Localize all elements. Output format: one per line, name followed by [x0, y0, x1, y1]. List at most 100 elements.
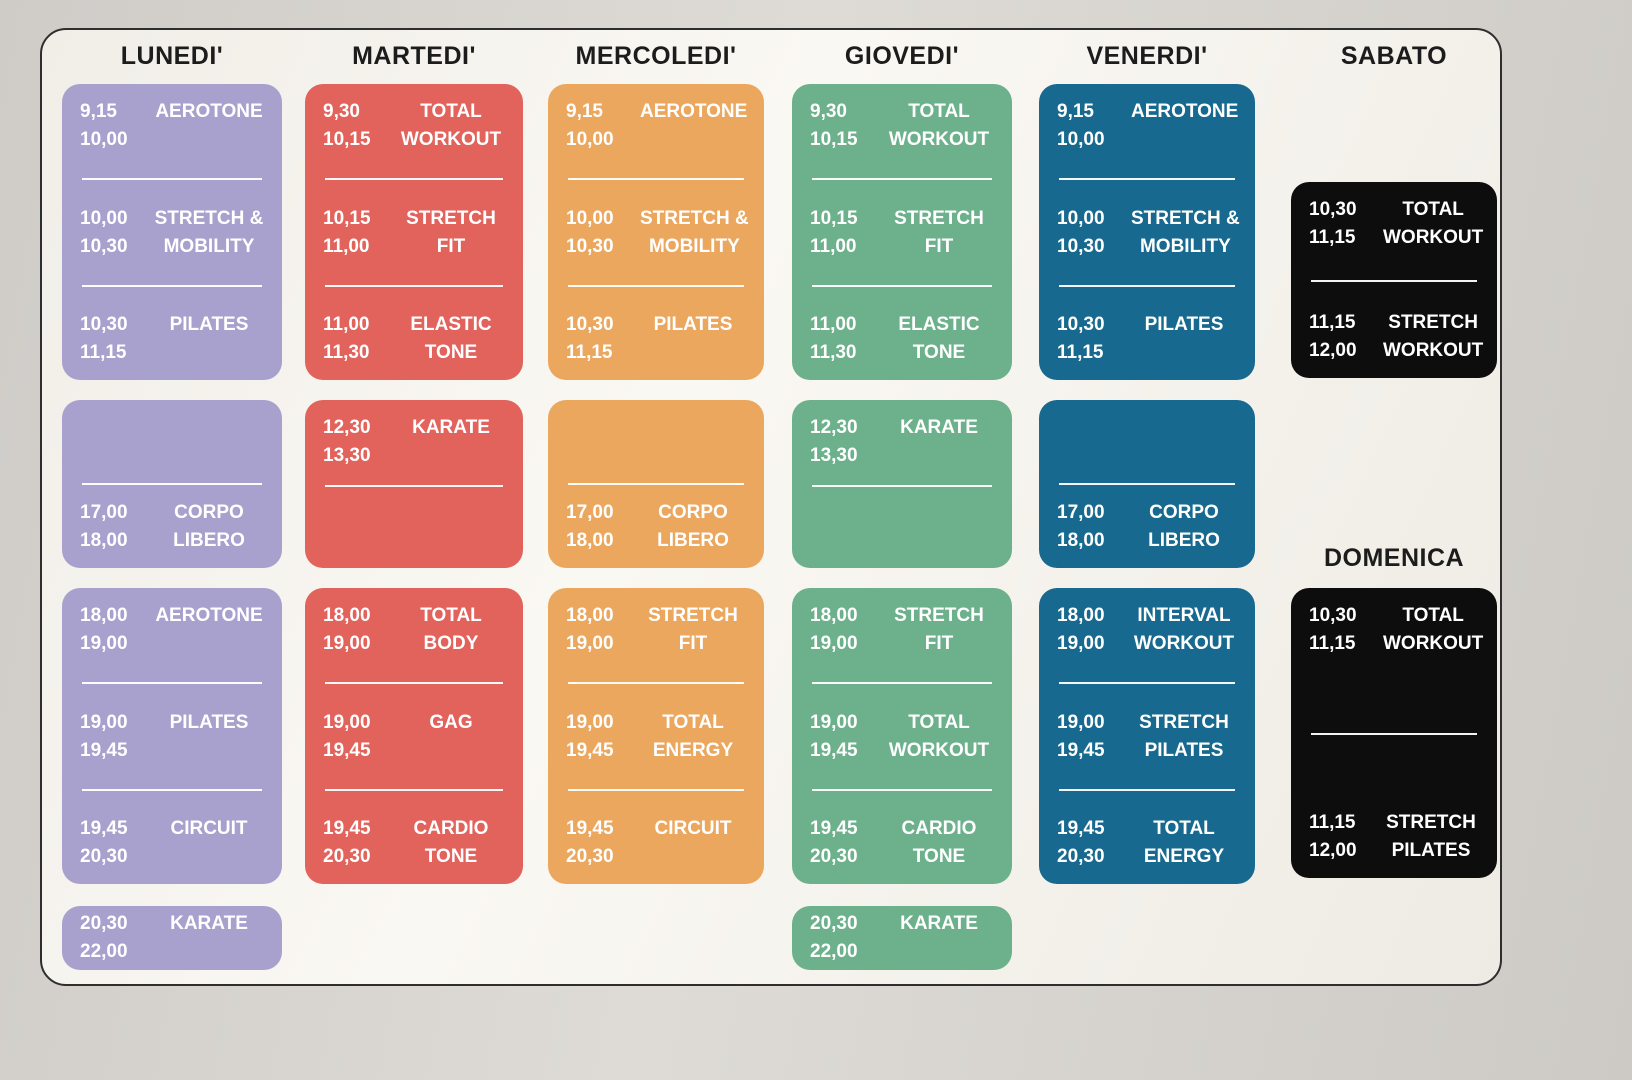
entry-activity-line1: AEROTONE: [155, 101, 263, 122]
entry-activity-line1: PILATES: [169, 711, 249, 733]
entry-divider: [1059, 482, 1235, 485]
entry-end-time: 11,15: [1057, 342, 1104, 363]
entry-activity-line1: PILATES: [653, 314, 733, 335]
schedule-card: 17,00 CORPO 18,00 LIBERO: [548, 400, 764, 568]
entry-activity-line1: ELASTIC: [898, 314, 980, 335]
entry-activity-line2: TONE: [424, 846, 478, 867]
entry-end-time: 20,30: [566, 846, 614, 867]
class-entry: 19,00 TOTAL 19,45 ENERGY: [556, 710, 756, 764]
entry-activity-line2: PILATES: [1144, 739, 1224, 761]
class-entry: 19,45 TOTAL 20,30 ENERGY: [1047, 816, 1247, 870]
entry-activity-line2: TONE: [912, 846, 966, 867]
entry-end-time: 19,45: [80, 739, 128, 761]
entry-end-time: 10,00: [80, 129, 128, 150]
class-entry: 10,30 PILATES 11,15: [1047, 312, 1247, 366]
entry-divider: [1059, 284, 1235, 287]
entry-start-time: 9,30: [810, 101, 847, 122]
entry-activity-line1: TOTAL: [1153, 818, 1215, 839]
entry-activity-line1: STRETCH: [1139, 711, 1229, 733]
entry-activity-line1: TOTAL: [420, 101, 482, 122]
entry-end-time: 11,15: [1309, 633, 1356, 654]
entry-activity-line2: LIBERO: [173, 530, 245, 551]
entry-activity-line1: KARATE: [170, 913, 248, 934]
class-entry: 19,45 CIRCUIT 20,30: [556, 816, 756, 870]
entry-activity-line2: WORKOUT: [1383, 227, 1484, 248]
entry-activity-line1: CORPO: [658, 502, 728, 523]
class-entry: 19,45 CARDIO 20,30 TONE: [800, 816, 1004, 870]
entry-activity-line2: [154, 738, 264, 764]
day-header: MARTEDI': [352, 42, 476, 70]
entry-activity-line2: BODY: [423, 633, 479, 654]
day-header: LUNEDI': [120, 42, 224, 70]
entry-end-time: 20,30: [323, 846, 371, 867]
entry-start-time: 11,15: [1309, 312, 1356, 333]
entry-end-time: 19,00: [810, 633, 858, 654]
entry-start-time: 19,00: [323, 711, 371, 733]
entry-end-time: 10,15: [323, 129, 371, 150]
entry-activity-line2: ENERGY: [652, 739, 734, 761]
entry-end-time: 18,00: [80, 530, 128, 551]
entry-activity-line1: AEROTONE: [640, 101, 748, 122]
entry-activity-line2: MOBILITY: [163, 235, 255, 257]
entry-end-time: 19,00: [1057, 633, 1105, 654]
entry-start-time: 9,15: [1057, 101, 1094, 122]
entry-start-time: 11,00: [323, 314, 370, 335]
entry-divider: [812, 484, 992, 487]
class-entry: 11,15 STRETCH 12,00 WORKOUT: [1299, 310, 1489, 364]
entry-divider: [325, 178, 503, 181]
day-header: DOMENICA: [1323, 544, 1465, 572]
entry-start-time: 18,00: [566, 605, 614, 626]
entry-divider: [325, 284, 503, 287]
entry-end-time: 12,00: [1309, 840, 1357, 861]
day-header: MERCOLEDI': [575, 42, 737, 70]
entry-activity-line2: LIBERO: [657, 530, 729, 551]
class-entry: 11,15 STRETCH 12,00 PILATES: [1299, 810, 1489, 864]
empty-slot: [800, 502, 1004, 554]
empty-slot: [313, 502, 515, 554]
schedule-card: 9,15 AEROTONE 10,00 10,00 STRETCH & 10,30 MOBI…: [548, 84, 764, 380]
entry-activity-line2: FIT: [924, 235, 954, 257]
entry-activity-line2: WORKOUT: [888, 739, 990, 761]
entry-start-time: 12,30: [810, 417, 858, 438]
entry-start-time: 10,30: [1057, 314, 1105, 335]
entry-activity-line1: CIRCUIT: [170, 818, 248, 839]
class-entry: 10,15 STRETCH 11,00 FIT: [313, 206, 515, 260]
day-header: VENERDI': [1086, 42, 1208, 70]
class-entry: 18,00 AEROTONE 19,00: [70, 603, 274, 657]
entry-end-time: 19,00: [323, 633, 371, 654]
entry-activity-line1: STRETCH: [648, 605, 738, 626]
entry-activity-line1: INTERVAL: [1137, 605, 1231, 626]
entry-divider: [325, 682, 503, 685]
empty-slot: [556, 415, 756, 467]
entry-start-time: 11,15: [1309, 812, 1356, 833]
class-entry: 10,00 STRETCH & 10,30 MOBILITY: [70, 206, 274, 260]
entry-activity-line2: [884, 443, 994, 469]
class-entry: 10,00 STRETCH & 10,30 MOBILITY: [1047, 206, 1247, 260]
class-entry: 17,00 CORPO 18,00 LIBERO: [70, 500, 274, 554]
entry-divider: [568, 178, 744, 181]
entry-activity-line2: [154, 340, 264, 366]
entry-start-time: 19,45: [80, 818, 128, 839]
entry-divider: [1311, 279, 1477, 282]
entry-activity-line2: TONE: [424, 342, 478, 363]
class-entry: 9,15 AEROTONE 10,00: [70, 99, 274, 153]
entry-activity-line2: WORKOUT: [1383, 340, 1484, 361]
entry-start-time: 17,00: [80, 502, 128, 523]
entry-end-time: 11,15: [566, 342, 613, 363]
entry-end-time: 10,30: [1057, 235, 1105, 257]
entry-start-time: 18,00: [80, 605, 128, 626]
entry-end-time: 19,00: [566, 633, 614, 654]
entry-activity-line1: AEROTONE: [155, 605, 263, 626]
entry-start-time: 10,30: [1309, 199, 1357, 220]
entry-activity-line1: CORPO: [1149, 502, 1219, 523]
entry-divider: [568, 482, 744, 485]
schedule-card: 12,30 KARATE 13,30: [305, 400, 523, 568]
schedule-card: 17,00 CORPO 18,00 LIBERO: [62, 400, 282, 568]
entry-divider: [82, 178, 262, 181]
class-entry: 20,30 KARATE 22,00: [800, 911, 1004, 965]
class-entry: 19,00 TOTAL 19,45 WORKOUT: [800, 710, 1004, 764]
entry-end-time: 11,30: [323, 342, 370, 363]
entry-start-time: 20,30: [810, 913, 858, 934]
class-entry: 19,00 GAG 19,45: [313, 710, 515, 764]
entry-start-time: 9,15: [566, 101, 603, 122]
